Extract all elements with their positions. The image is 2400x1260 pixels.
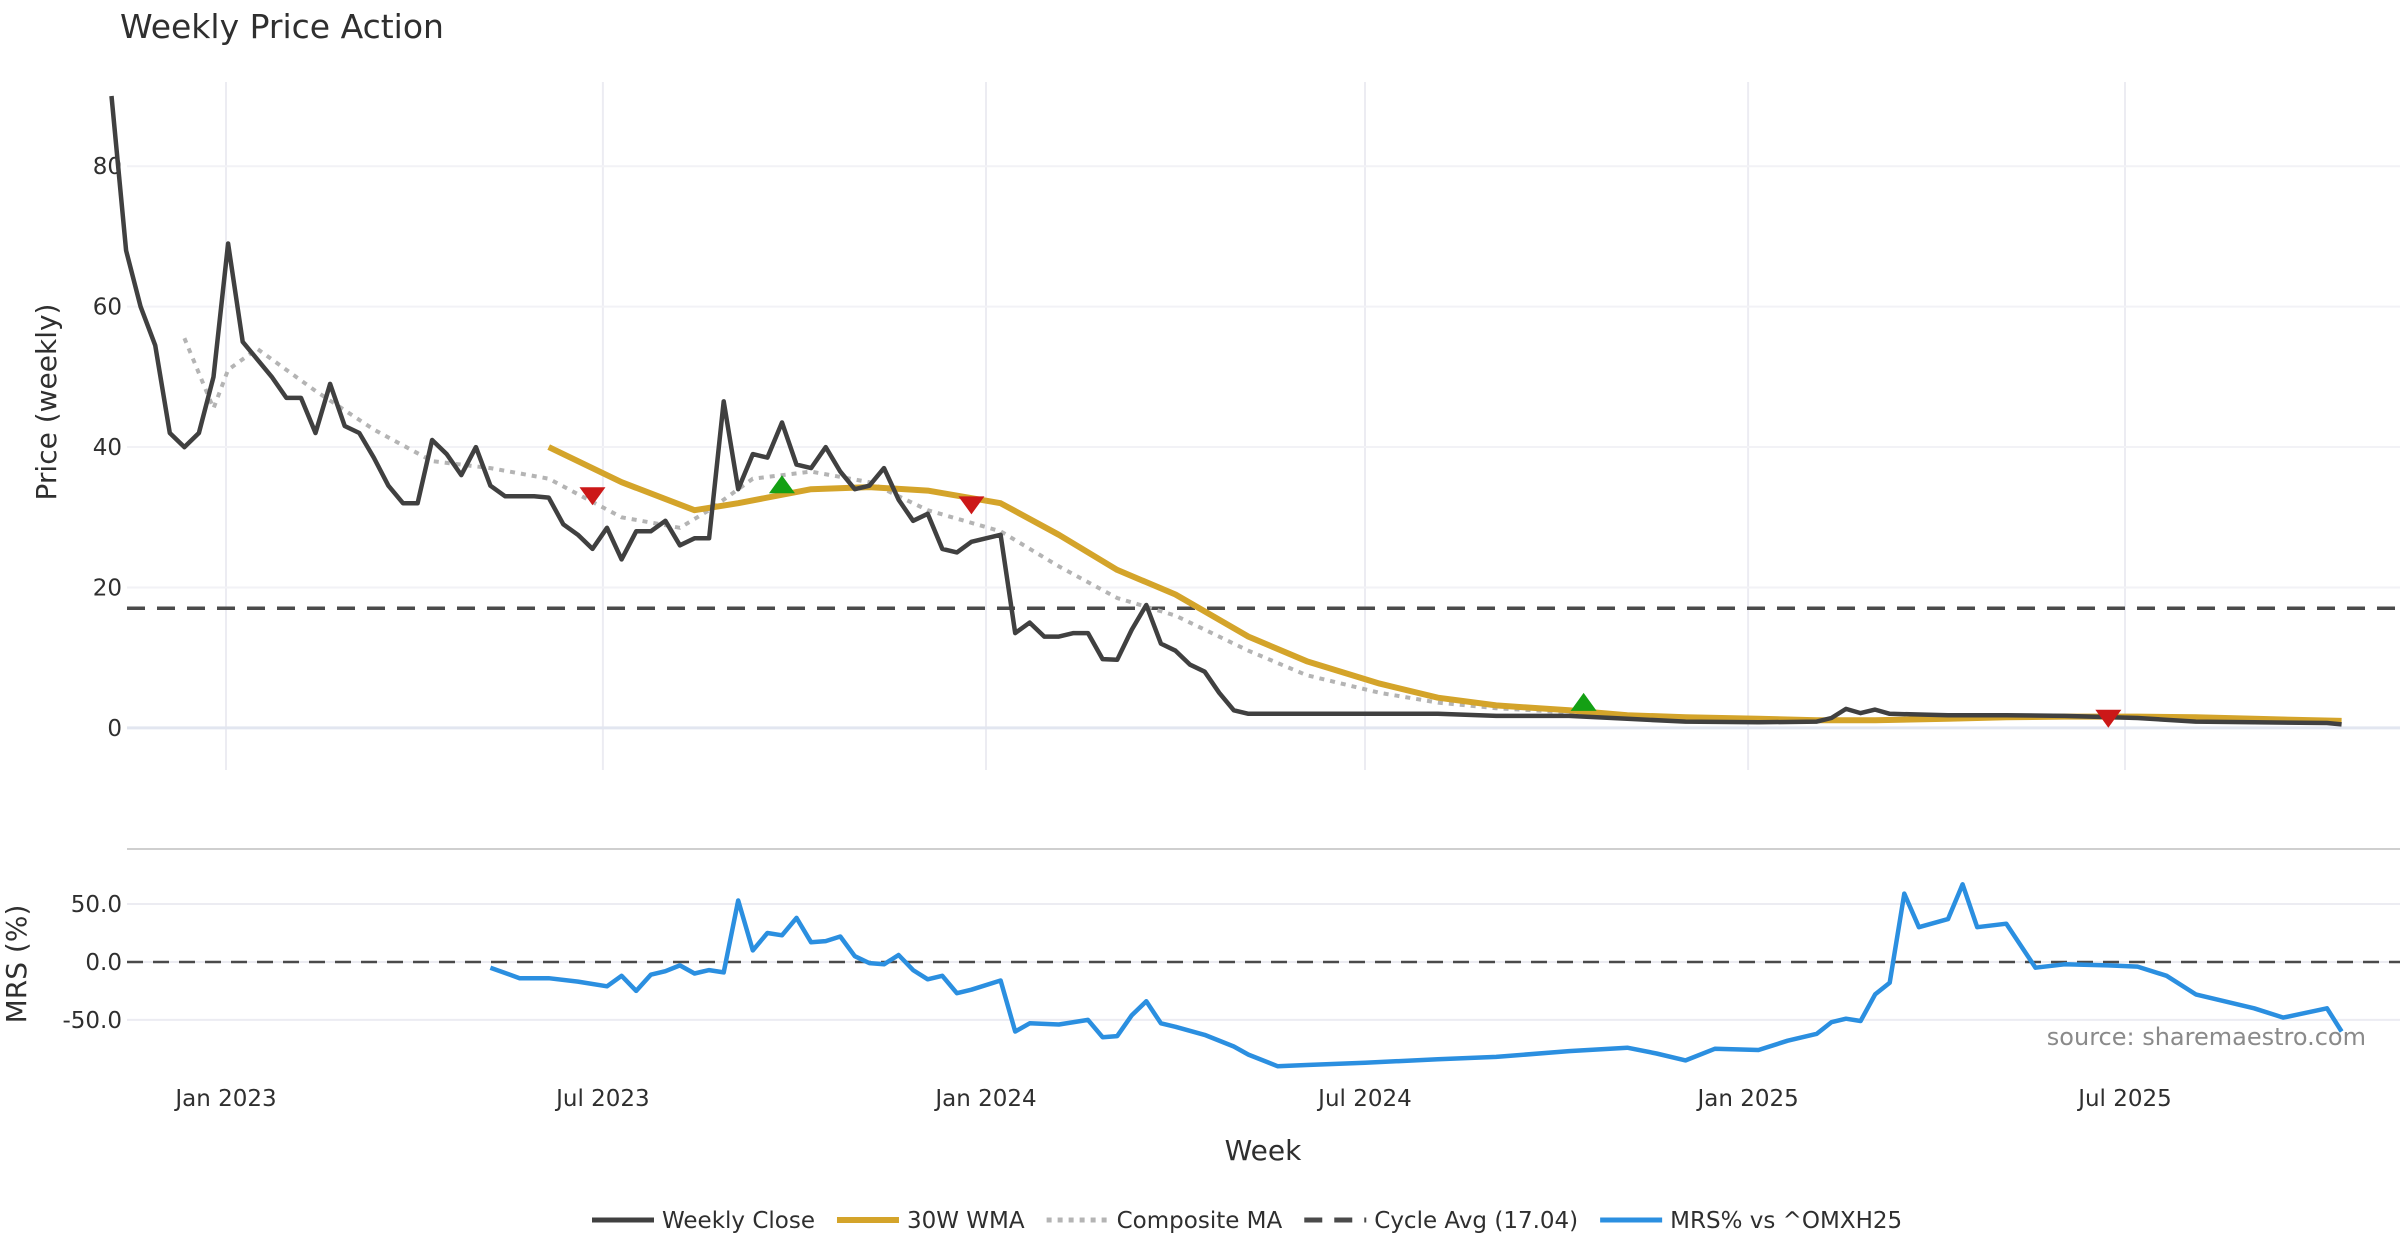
legend-label-1: 30W WMA	[907, 1208, 1025, 1234]
price-gridlines	[127, 82, 2400, 770]
mrs-axis-title: MRS (%)	[0, 905, 33, 1024]
buy-marker-3	[1570, 692, 1597, 711]
price-y-tick-label: 40	[93, 435, 122, 461]
mrs-y-tick-label: -50.0	[62, 1008, 122, 1034]
x-tick-label: Jul 2023	[554, 1086, 650, 1112]
mrs-y-tick-label: 50.0	[71, 892, 122, 918]
price-axis-title: Price (weekly)	[30, 304, 63, 501]
price-y-tick-label: 20	[93, 575, 122, 601]
composite-ma-line	[182, 337, 2138, 723]
mrs-y-ticks: 50.0 0.0 -50.0	[62, 892, 122, 1034]
x-tick-label: Jan 2024	[933, 1086, 1036, 1112]
x-axis-title: Week	[1225, 1134, 1302, 1167]
price-y-tick-label: 0	[107, 716, 122, 742]
legend-label-3: Cycle Avg (17.04)	[1374, 1208, 1578, 1234]
x-tick-label: Jan 2023	[173, 1086, 276, 1112]
weekly-close-line	[109, 95, 2342, 727]
x-tick-label: Jul 2025	[2076, 1086, 2172, 1112]
signal-markers	[579, 475, 2122, 728]
legend-label-2: Composite MA	[1117, 1208, 1283, 1234]
sell-marker-2	[958, 496, 985, 515]
chart-legend: Weekly Close 30W WMA Composite MA Cycle Avg…	[592, 1208, 1902, 1234]
legend-label-4: MRS% vs ^OMXH25	[1670, 1208, 1902, 1234]
source-note: source: sharemaestro.com	[2047, 1023, 2366, 1051]
mrs-line	[489, 882, 2344, 1069]
x-tick-label: Jul 2024	[1316, 1086, 1412, 1112]
legend-label-0: Weekly Close	[662, 1208, 815, 1234]
sell-marker-0	[579, 487, 606, 506]
x-axis-ticks: Jan 2023 Jul 2023 Jan 2024 Jul 2024 Jan 2025…	[173, 1086, 2171, 1112]
x-tick-label: Jan 2025	[1695, 1086, 1798, 1112]
sell-marker-4	[2095, 709, 2122, 728]
mrs-y-tick-label: 0.0	[85, 950, 122, 976]
price-y-tick-label: 60	[93, 295, 122, 321]
chart-title: Weekly Price Action	[120, 7, 444, 46]
buy-marker-1	[768, 475, 795, 494]
